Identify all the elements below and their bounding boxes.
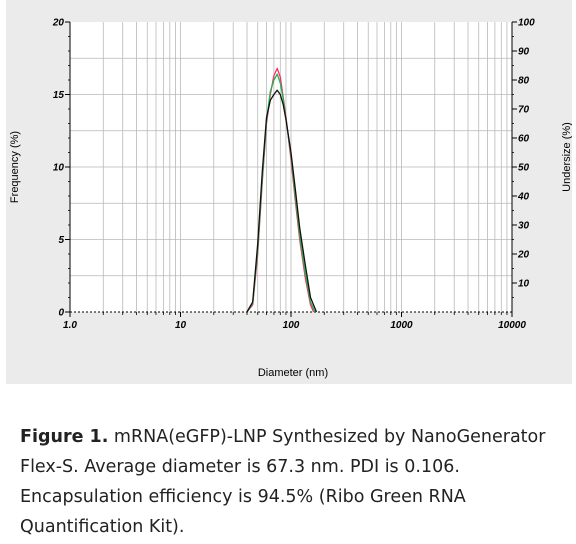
- y2-tick-label: 70: [518, 105, 530, 116]
- y-tick-label: 5: [58, 235, 64, 246]
- x-tick-label: 1000: [390, 320, 413, 331]
- chart-panel: 0 5 10 15 20 10 20 30 40 50 60 70 80 90 100 1.0 10 100 100…: [6, 0, 572, 384]
- y2-tick-label: 50: [518, 163, 530, 174]
- figure-caption: Figure 1. mRNA(eGFP)-LNP Synthesized by …: [20, 422, 568, 542]
- y2-tick-label: 40: [517, 192, 530, 203]
- y2-tick-label: 100: [518, 18, 535, 29]
- y-axis-title: Frequency (%): [9, 131, 21, 203]
- y-tick-label: 15: [53, 90, 65, 101]
- y-tick-label: 0: [58, 308, 64, 319]
- x-tick-label: 100: [283, 320, 300, 331]
- y-tick-label: 20: [52, 18, 65, 29]
- y2-tick-label: 10: [518, 279, 530, 290]
- x-tick-label: 10000: [498, 320, 526, 331]
- caption-text: mRNA(eGFP)-LNP Synthesized by NanoGenera…: [20, 427, 546, 537]
- x-tick-label: 10: [175, 320, 187, 331]
- grid: [70, 22, 512, 312]
- particle-size-chart: 0 5 10 15 20 10 20 30 40 50 60 70 80 90 100 1.0 10 100 100…: [9, 18, 572, 380]
- y2-tick-label: 30: [518, 221, 530, 232]
- y2-axis-title: Undersize (%): [561, 122, 572, 192]
- x-axis-title: Diameter (nm): [258, 367, 328, 379]
- y-tick-label: 10: [53, 163, 65, 174]
- y2-tick-label: 80: [518, 76, 530, 87]
- caption-label: Figure 1.: [20, 427, 109, 447]
- x-tick-label: 1.0: [63, 320, 77, 331]
- series-line-3: [246, 89, 318, 313]
- y2-tick-label: 20: [517, 250, 530, 261]
- y2-tick-label: 90: [518, 47, 530, 58]
- y2-tick-label: 60: [518, 134, 530, 145]
